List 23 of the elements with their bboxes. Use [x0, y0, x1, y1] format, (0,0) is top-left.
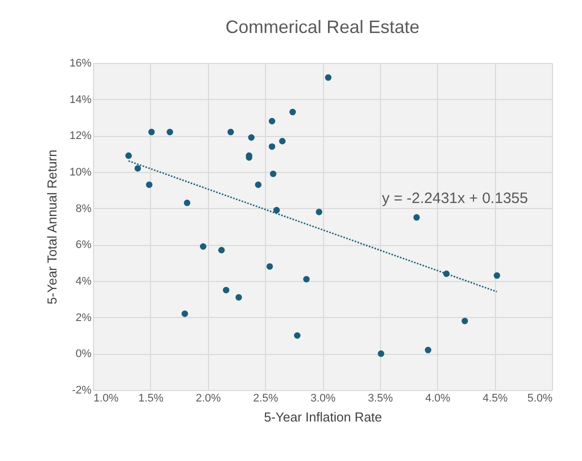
chart-title: Commerical Real Estate: [225, 17, 420, 37]
x-tick-label: 4.5%: [482, 392, 508, 404]
x-tick-label: 3.0%: [310, 392, 336, 404]
x-tick-label: 1.5%: [138, 392, 164, 404]
y-tick-label: 8%: [76, 202, 92, 215]
y-axis-title: 5-Year Total Annual Return: [44, 150, 60, 304]
annotation: y = -2.2431x + 0.1355: [382, 190, 528, 207]
y-tick-label: 10%: [69, 166, 92, 178]
y-tick-label: 12%: [69, 130, 92, 142]
x-tick-label: 5.0%: [527, 392, 553, 404]
y-tick-label: 2%: [76, 312, 92, 324]
y-tick-label: 14%: [69, 94, 92, 106]
y-tick-label: 4%: [76, 276, 92, 288]
x-tick-label: 2.5%: [253, 392, 278, 404]
y-tick-label: 16%: [69, 58, 92, 70]
x-tick-label: 2.0%: [196, 392, 221, 404]
x-axis-title: 5-Year Inflation Rate: [264, 410, 382, 424]
x-tick-label: 3.5%: [368, 392, 394, 404]
y-tick-label: 6%: [76, 239, 92, 252]
y-tick-label: 0%: [76, 348, 92, 360]
x-tick-label: 1.0%: [94, 392, 119, 404]
x-tick-label: 4.0%: [425, 392, 450, 404]
y-tick-label: -2%: [72, 384, 92, 396]
